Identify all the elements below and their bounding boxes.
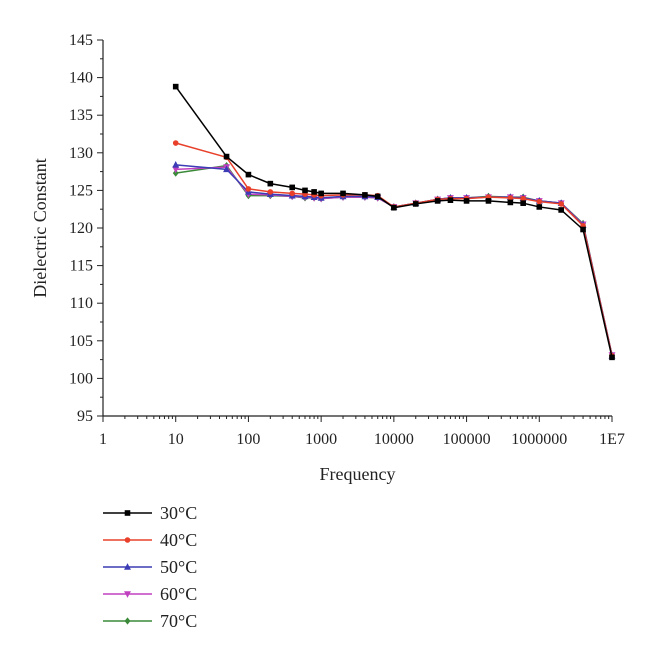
y-axis-title: Dielectric Constant (30, 158, 50, 297)
data-point (289, 190, 296, 197)
legend-label: 70°C (160, 611, 197, 631)
legend-swatch-marker (124, 537, 131, 543)
legend-swatch-marker (124, 563, 131, 570)
x-tick-label: 1000 (305, 431, 337, 448)
y-tick-label: 100 (69, 370, 93, 387)
legend-label: 60°C (160, 584, 197, 604)
data-point (267, 180, 274, 187)
y-tick-label: 110 (70, 295, 93, 312)
legend-swatch-marker (124, 510, 131, 516)
data-point (340, 190, 346, 197)
legend-label: 50°C (160, 557, 197, 577)
data-point (302, 187, 308, 194)
data-point (558, 201, 564, 207)
legend-item: 40°C (103, 530, 197, 550)
series-line (175, 164, 613, 357)
y-tick-label: 95 (77, 408, 93, 425)
data-point (609, 354, 615, 361)
series-line (175, 166, 613, 356)
data-point (289, 184, 296, 191)
series-1 (172, 83, 615, 361)
data-point (434, 198, 441, 204)
x-tick-label: 100000 (443, 431, 491, 448)
x-tick-label: 10 (168, 431, 184, 448)
data-point (507, 195, 514, 201)
y-tick-label: 105 (69, 333, 93, 350)
data-point (412, 201, 419, 207)
y-tick-label: 120 (69, 220, 93, 237)
x-axis-title: Frequency (320, 464, 396, 484)
x-tick-label: 1E7 (599, 431, 625, 448)
series-4 (172, 164, 616, 359)
series-2 (172, 140, 615, 359)
y-tick-label: 130 (69, 145, 93, 162)
y-tick-label: 135 (69, 107, 93, 124)
x-tick-label: 1 (99, 431, 107, 448)
y-tick-label: 125 (69, 182, 93, 199)
legend-label: 40°C (160, 530, 197, 550)
x-tick-label: 100 (236, 431, 260, 448)
data-point (362, 192, 368, 198)
legend-swatch-marker (124, 591, 131, 598)
data-point (580, 226, 586, 233)
series-3 (172, 160, 616, 359)
series-line (175, 142, 613, 357)
series-line (175, 164, 613, 356)
data-point (172, 83, 179, 90)
series-line (175, 86, 613, 358)
data-point (267, 189, 274, 195)
data-point (223, 165, 230, 173)
data-point (447, 197, 454, 203)
series-layer (172, 83, 616, 361)
data-point (485, 198, 492, 204)
data-point (507, 199, 514, 206)
data-point (536, 204, 543, 210)
data-point (311, 189, 317, 195)
legend-label: 30°C (160, 503, 197, 523)
y-tick-label: 115 (70, 258, 93, 275)
data-point (374, 193, 381, 200)
legend-item: 60°C (103, 584, 197, 604)
data-point (245, 186, 252, 192)
data-point (520, 195, 526, 202)
series-5 (172, 161, 615, 359)
data-point (520, 200, 526, 206)
data-point (558, 207, 564, 213)
data-point (536, 198, 543, 205)
legend-swatch-marker (124, 617, 131, 625)
legend-item: 70°C (103, 611, 197, 631)
data-point (463, 198, 470, 204)
y-tick-label: 140 (69, 70, 93, 87)
data-point (223, 153, 230, 160)
legend-item: 30°C (103, 503, 197, 523)
data-point (245, 171, 252, 178)
legend-item: 50°C (103, 557, 197, 577)
legend: 30°C 40°C 50°C 60°C 70°C (103, 503, 197, 631)
data-point (391, 204, 397, 211)
data-point (172, 140, 179, 146)
y-tick-label: 145 (69, 32, 93, 49)
x-tick-label: 10000 (374, 431, 414, 448)
data-point (172, 160, 180, 168)
x-tick-label: 1000000 (511, 431, 567, 448)
data-point (318, 190, 324, 197)
